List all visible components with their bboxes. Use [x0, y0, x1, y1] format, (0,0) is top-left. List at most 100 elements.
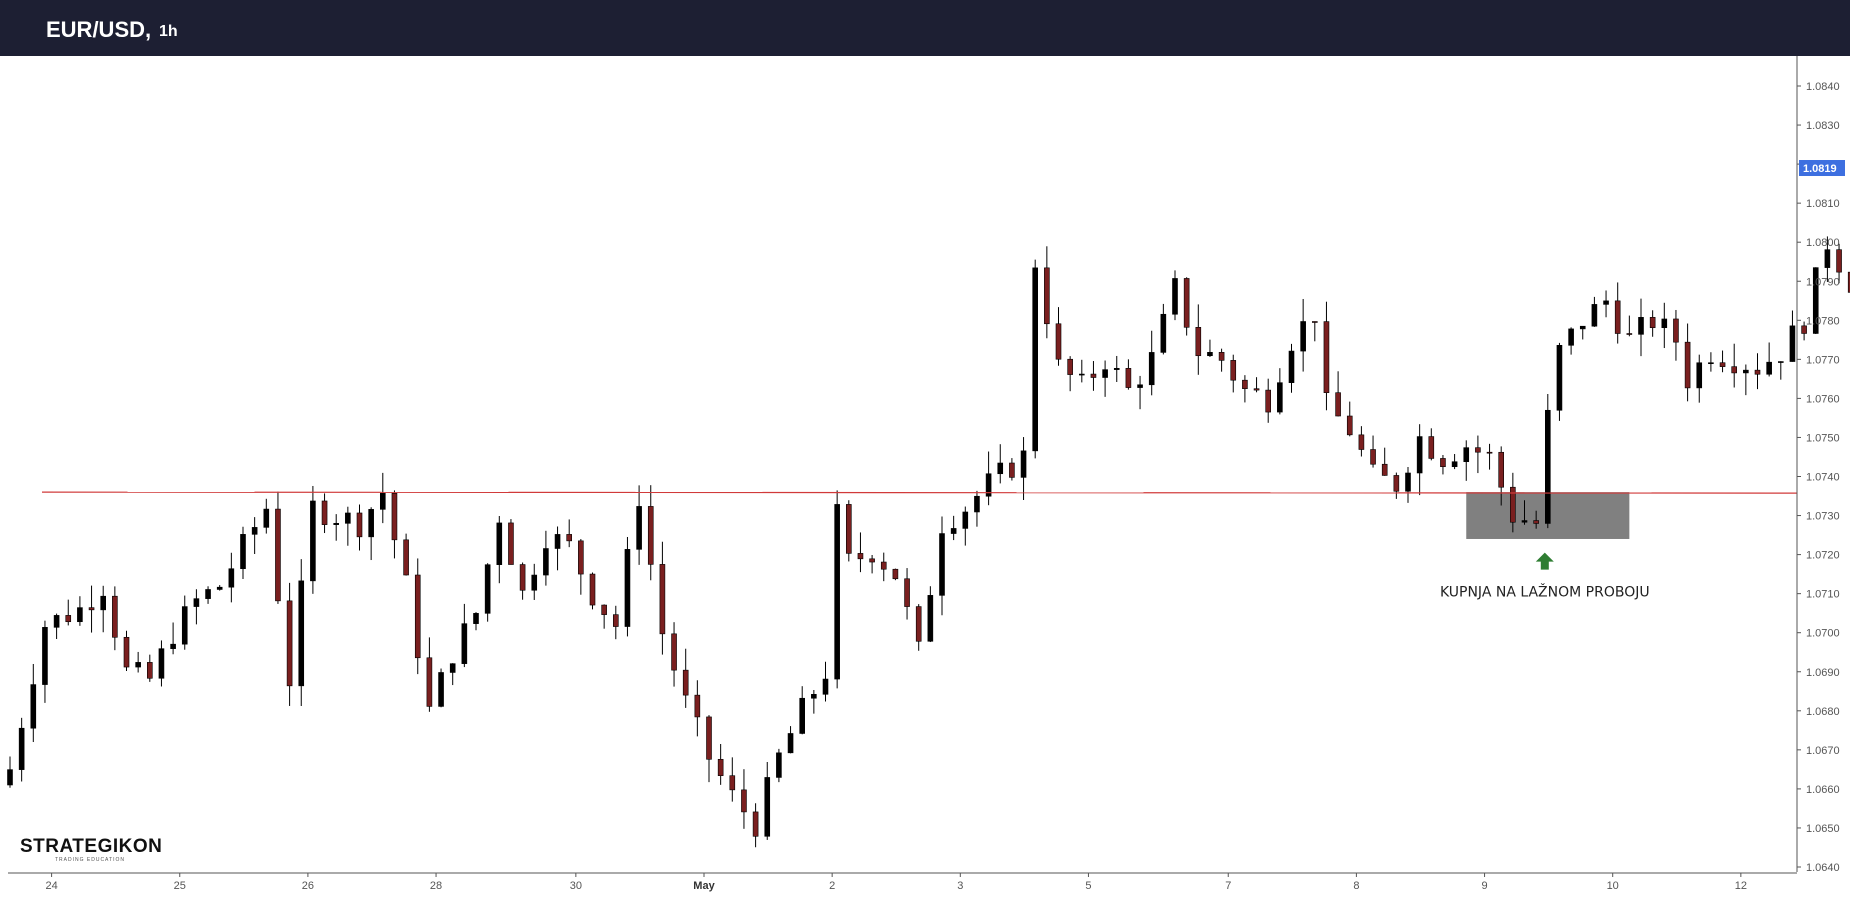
- candle: [426, 637, 433, 712]
- candle-body: [1684, 341, 1691, 389]
- candle: [1183, 277, 1190, 336]
- candle-body: [531, 574, 538, 591]
- candle-body: [1370, 449, 1376, 465]
- y-tick-label: 1.0660: [1806, 784, 1840, 796]
- y-tick-label: 1.0680: [1806, 706, 1840, 718]
- candle-body: [962, 511, 969, 529]
- candle-body: [1346, 415, 1353, 436]
- candle-body: [974, 495, 980, 513]
- candle-body: [18, 727, 25, 770]
- candle: [589, 572, 596, 610]
- candle-body: [1626, 333, 1633, 335]
- symbol-label[interactable]: EUR/USD,: [46, 17, 152, 42]
- candle: [345, 506, 351, 546]
- candle: [1812, 267, 1819, 335]
- candle-body: [1323, 321, 1330, 393]
- candle: [1370, 435, 1376, 468]
- x-tick-label: 10: [1607, 880, 1619, 892]
- candle-body: [636, 506, 642, 550]
- candle-body: [1778, 361, 1784, 363]
- candle: [1556, 342, 1563, 421]
- candle-body: [414, 574, 421, 659]
- candle-body: [694, 694, 701, 718]
- candle-body: [438, 672, 444, 707]
- candle: [694, 680, 701, 737]
- candle-body: [1510, 486, 1516, 523]
- candle: [1649, 310, 1656, 337]
- y-tick-label: 1.0780: [1806, 315, 1840, 327]
- candle: [1533, 510, 1539, 529]
- candle: [147, 654, 153, 682]
- candle: [379, 472, 386, 524]
- candle: [1312, 321, 1318, 342]
- candle: [1824, 236, 1831, 282]
- candle: [1160, 303, 1167, 355]
- candle: [531, 563, 538, 600]
- candle-body: [1754, 369, 1761, 375]
- y-tick-label: 1.0830: [1806, 120, 1840, 132]
- candle: [368, 507, 374, 561]
- buy-arrow-icon: [1535, 552, 1554, 570]
- candle: [799, 686, 806, 735]
- candle-body: [624, 549, 631, 627]
- candle: [985, 451, 992, 506]
- candle: [1090, 361, 1097, 391]
- candle-body: [1579, 325, 1586, 330]
- candle: [811, 690, 817, 714]
- y-tick-label: 1.0730: [1806, 511, 1840, 523]
- candle: [1288, 343, 1295, 393]
- y-tick-label: 1.0840: [1806, 81, 1840, 93]
- candle: [414, 558, 421, 675]
- candle: [1545, 394, 1551, 529]
- candle: [1358, 426, 1365, 457]
- candle-body: [1614, 300, 1621, 334]
- candle-body: [682, 669, 689, 696]
- candle: [1428, 428, 1435, 461]
- candle: [1125, 359, 1132, 390]
- candle-body: [741, 789, 747, 813]
- candle-body: [1067, 358, 1073, 375]
- candle-body: [612, 614, 619, 627]
- candle: [1207, 339, 1213, 357]
- logo-title: STRATEGIKON: [20, 836, 163, 857]
- candle-body: [706, 716, 712, 760]
- candle: [333, 514, 340, 541]
- candle: [752, 803, 759, 848]
- candle-body: [1277, 382, 1283, 413]
- candle-body: [310, 500, 316, 582]
- candle: [822, 661, 829, 702]
- candle-body: [368, 509, 374, 538]
- candle: [997, 444, 1004, 484]
- candle-body: [822, 678, 829, 695]
- candle: [1020, 437, 1027, 501]
- interval-label[interactable]: 1h: [159, 23, 178, 40]
- candle: [321, 493, 328, 534]
- candle-body: [904, 578, 910, 607]
- candle-body: [1719, 362, 1726, 367]
- candle: [438, 668, 444, 708]
- candle: [1009, 458, 1015, 481]
- y-tick-label: 1.0650: [1806, 823, 1840, 835]
- candle: [1102, 360, 1108, 397]
- candle: [1743, 364, 1749, 396]
- candle: [554, 526, 561, 571]
- candle-body: [1218, 352, 1225, 361]
- candle-body: [589, 573, 596, 606]
- candle: [1766, 342, 1772, 377]
- strategikon-logo: STRATEGIKON TRADING EDUCATION: [20, 836, 162, 863]
- candle: [1323, 301, 1330, 411]
- candle-body: [403, 539, 409, 576]
- candle-body: [42, 627, 48, 685]
- x-tick-label: 8: [1353, 880, 1359, 892]
- candle: [1113, 355, 1120, 382]
- candle-body: [1812, 267, 1819, 334]
- candle: [1230, 354, 1237, 393]
- candle-body: [1381, 463, 1388, 476]
- candle: [228, 552, 235, 603]
- price-chart[interactable]: KUPNJA NA LAŽNOM PROBOJU 1.06401.06501.0…: [0, 56, 1850, 897]
- candle: [927, 586, 934, 643]
- candle-body: [1393, 475, 1400, 492]
- candle: [1335, 371, 1341, 417]
- y-tick-label: 1.0770: [1806, 354, 1840, 366]
- candle: [1440, 454, 1446, 475]
